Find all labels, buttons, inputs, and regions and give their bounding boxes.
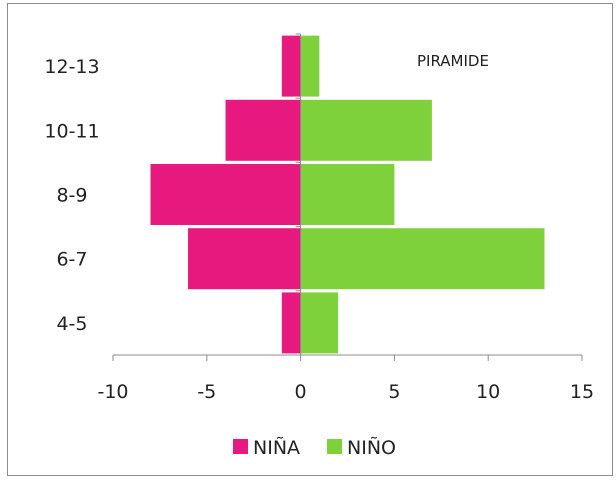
bar-nino-4-5: [300, 292, 339, 354]
y-tick-label: 10-11: [44, 120, 99, 142]
bar-nina-8-9: [150, 164, 301, 225]
bar-nina-6-7: [188, 228, 301, 290]
bar-nina-12-13: [281, 35, 301, 97]
y-tick-label: 12-13: [44, 56, 99, 78]
x-tick-label: -10: [97, 381, 128, 403]
axes-layer: [112, 33, 583, 361]
y-tick-label: 8-9: [56, 185, 87, 207]
bar-nina-10-11: [225, 99, 301, 161]
x-tick-label: 10: [476, 381, 500, 403]
tick-labels-layer: -10 -5 0 5 10 15 4-5 6-7 8-9 10-11 12-13: [44, 56, 594, 403]
legend-label-nino: NIÑO: [347, 436, 396, 459]
legend: NIÑA NIÑO: [233, 436, 396, 459]
x-tick-label: 0: [295, 381, 307, 403]
legend-label-nina: NIÑA: [253, 436, 300, 459]
bar-nina-4-5: [281, 292, 301, 354]
legend-swatch-nino: [327, 439, 342, 454]
bars-layer: [150, 35, 545, 354]
bar-nino-10-11: [300, 99, 432, 161]
x-tick-label: -5: [197, 381, 216, 403]
bar-nino-12-13: [300, 35, 320, 97]
x-tick-label: 5: [388, 381, 400, 403]
legend-swatch-nina: [233, 439, 248, 454]
bar-nino-6-7: [300, 228, 545, 290]
y-tick-label: 4-5: [56, 313, 87, 335]
x-tick-label: 15: [570, 381, 594, 403]
chart-title: PIRAMIDE: [417, 52, 489, 70]
y-tick-label: 6-7: [56, 249, 87, 271]
bar-nino-8-9: [300, 164, 395, 225]
